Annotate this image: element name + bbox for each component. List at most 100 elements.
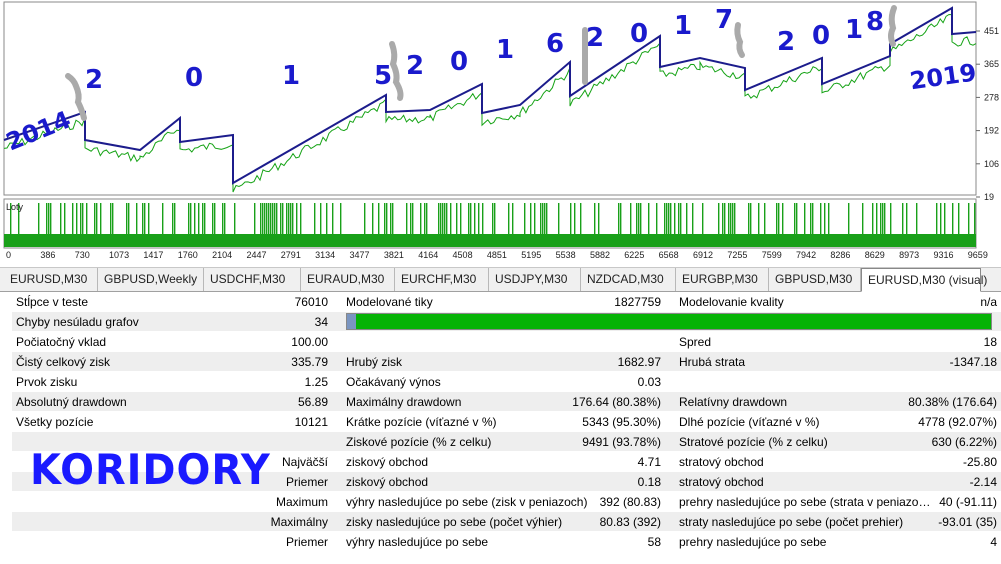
tab-eurchf-m30[interactable]: EURCHF,M30: [395, 268, 489, 291]
lots-bar: [440, 203, 442, 234]
lots-bar: [530, 203, 532, 234]
lots-bar: [264, 203, 266, 234]
report-cell: ziskový obchod 4.71: [342, 451, 665, 472]
metric-label: výhry nasledujúce po sebe: [346, 534, 489, 549]
lots-bar: [804, 203, 806, 234]
lots-bar: [254, 203, 256, 234]
lots-bar: [128, 203, 130, 234]
lots-bar: [282, 203, 284, 234]
lots-bar: [880, 203, 882, 234]
report-cell: Modelovanie kvality n/a: [675, 292, 1001, 312]
metric-label: Maximálny drawdown: [346, 394, 462, 409]
metric-value: n/a: [980, 294, 997, 309]
lots-bar: [290, 203, 292, 234]
metric-label: Chyby nesúladu grafov: [16, 314, 139, 329]
lots-bar: [718, 203, 720, 234]
tab-euraud-m30[interactable]: EURAUD,M30: [301, 268, 395, 291]
metric-value: 34: [314, 314, 328, 329]
x-tick-label: 1417: [143, 250, 163, 260]
lots-bar: [876, 203, 878, 234]
modeling-quality-bar: [346, 313, 993, 330]
lots-bar: [162, 203, 164, 234]
lots-bar: [692, 203, 694, 234]
report-cell: Všetky pozície 10121: [12, 411, 332, 432]
tab-eurusd-m30-visual[interactable]: EURUSD,M30 (visual): [861, 268, 987, 292]
metric-value: 4.71: [637, 454, 661, 469]
report-cell: prehry nasledujúce po sebe 4: [675, 531, 1001, 552]
lots-bars: [4, 203, 976, 247]
group-header: Priemer: [12, 531, 332, 552]
metric-label: ziskový obchod: [346, 454, 429, 469]
lots-bar: [198, 203, 200, 234]
metric-value: -2.14: [969, 474, 997, 489]
metric-value: 1827759: [614, 294, 661, 309]
x-tick-label: 5538: [556, 250, 576, 260]
x-axis: 0 386 730 1073 1417 1760 2104 2447 2791 3134 3477 3…: [6, 250, 988, 260]
tab-eurgbp-m30[interactable]: EURGBP,M30: [676, 268, 769, 291]
metric-value: 335.79: [291, 354, 328, 369]
x-tick-label: 3477: [350, 250, 370, 260]
lots-bar: [392, 203, 394, 234]
equity-path: [3, 13, 977, 193]
lots-bar: [524, 203, 526, 234]
metric-label: Očakávaný výnos: [346, 374, 441, 389]
lots-bar: [468, 203, 470, 234]
report-cell: Hrubá strata -1347.18: [675, 351, 1001, 372]
lots-bar: [262, 203, 264, 234]
lots-bar: [544, 203, 546, 234]
lots-bar: [722, 203, 724, 234]
lots-bar: [412, 203, 414, 234]
tab-nzdcad-m30[interactable]: NZDCAD,M30: [581, 268, 676, 291]
metric-label: Prvok zisku: [16, 374, 78, 389]
tab-usdchf-m30[interactable]: USDCHF,M30: [204, 268, 301, 291]
lots-bar: [406, 203, 408, 234]
year-digit: 2: [85, 65, 103, 95]
lots-bar: [678, 203, 680, 234]
group-header: Najväčší: [12, 451, 332, 472]
lots-bar: [10, 203, 12, 234]
x-tick-label: 5195: [521, 250, 541, 260]
x-tick-label: 8286: [830, 250, 850, 260]
x-tick-label: 2791: [281, 250, 301, 260]
x-tick-label: 2447: [246, 250, 266, 260]
metric-label: Ziskové pozície (% z celku): [346, 434, 492, 449]
group-header: Maximum: [12, 491, 332, 512]
report-row: Absolutný drawdown 56.89 Maximálny drawdow…: [12, 391, 1001, 412]
report-row: Všetky pozície 10121 Krátke pozície (víťaz…: [12, 411, 1001, 432]
lots-bar: [202, 203, 204, 234]
lots-bar: [594, 203, 596, 234]
metric-label: Hrubý zisk: [346, 354, 403, 369]
lots-bar: [470, 203, 472, 234]
x-tick-label: 1760: [178, 250, 198, 260]
lots-bar: [732, 203, 734, 234]
lots-bar: [670, 203, 672, 234]
lots-bar: [224, 203, 226, 234]
equity-line: [3, 13, 977, 193]
lots-bar: [18, 203, 20, 234]
lots-bar: [190, 203, 192, 234]
modeling-quality-bar-start: [347, 314, 356, 329]
lots-bar: [686, 203, 688, 234]
lots-bar: [266, 203, 268, 234]
report-cell: zisky nasledujúce po sebe (počet výhier)…: [342, 511, 665, 532]
tab-usdjpy-m30[interactable]: USDJPY,M30: [489, 268, 581, 291]
metric-label: stratový obchod: [679, 474, 764, 489]
metric-value: -1347.18: [949, 354, 997, 369]
lots-bar: [214, 203, 216, 234]
tab-gbpusd-m30[interactable]: GBPUSD,M30: [769, 268, 861, 291]
metric-value: 0.03: [637, 374, 661, 389]
lots-bar: [296, 203, 298, 234]
lots-bar: [630, 203, 632, 234]
report-cell: Dlhé pozície (víťazné v %) 4778 (92.07%): [675, 411, 1001, 432]
tab-gbpusd-weekly[interactable]: GBPUSD,Weekly: [98, 268, 204, 291]
metric-label: prehry nasledujúce po sebe (strata v pen…: [679, 494, 934, 509]
lots-bar: [940, 203, 942, 234]
tab-eurusd-m30[interactable]: EURUSD,M30: [4, 268, 98, 291]
report-cell: Čistý celkový zisk 335.79: [12, 351, 332, 372]
lots-bar: [314, 203, 316, 234]
report-row: Chyby nesúladu grafov 34: [12, 311, 1001, 332]
report-cell: Maximálny drawdown 176.64 (80.38%): [342, 391, 665, 412]
metric-value: 40 (-91.11): [939, 494, 997, 509]
metric-value: 9491 (93.78%): [582, 434, 661, 449]
lots-bar: [276, 203, 278, 234]
